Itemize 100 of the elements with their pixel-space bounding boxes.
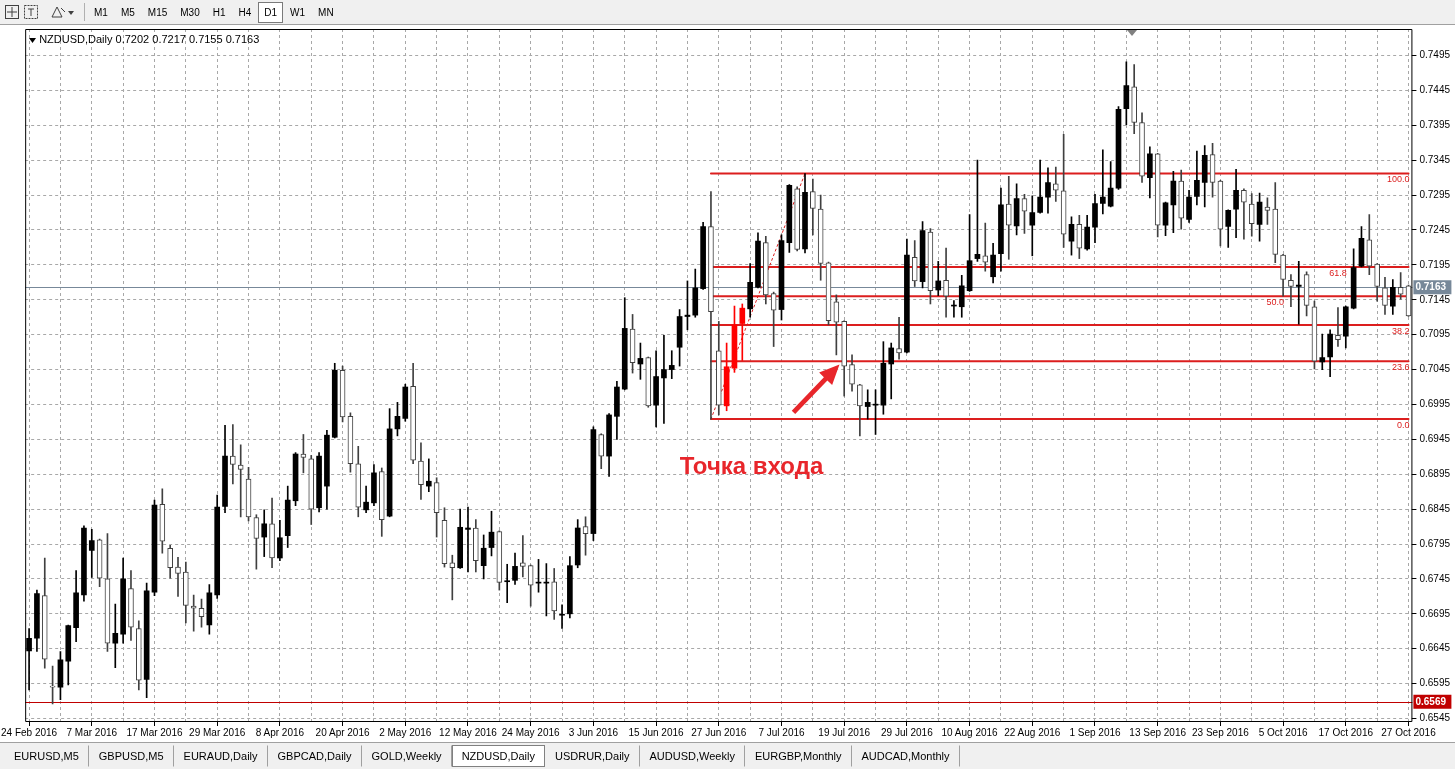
y-tick-label: 0.6795 bbox=[1419, 537, 1451, 549]
candlestick bbox=[935, 261, 942, 296]
x-tick-label: 12 May 2016 bbox=[439, 726, 498, 738]
text: GBPCAD,Daily bbox=[267, 745, 362, 767]
x-tick-label: 27 Jun 2016 bbox=[691, 726, 747, 738]
candlestick bbox=[112, 603, 119, 668]
y-tick-label: 0.6645 bbox=[1419, 642, 1451, 654]
candlestick bbox=[190, 594, 197, 632]
y-tick-label: 0.7145 bbox=[1419, 293, 1451, 305]
x-tick-label: 24 Feb 2016 bbox=[1, 726, 58, 738]
candlestick bbox=[1052, 166, 1059, 202]
series-label: 38.2 bbox=[1391, 325, 1410, 336]
y-tick-label: 0.7195 bbox=[1419, 258, 1451, 270]
text: M1 bbox=[93, 6, 109, 20]
x-tick-label: 19 Jul 2016 bbox=[818, 726, 871, 738]
x-tick-label: 13 Sep 2016 bbox=[1129, 726, 1187, 738]
y-tick-label: 0.7345 bbox=[1419, 153, 1451, 165]
x-tick-label: 15 Jun 2016 bbox=[628, 726, 685, 738]
candlestick bbox=[668, 350, 675, 379]
x-tick-label: 20 Apr 2016 bbox=[315, 726, 370, 738]
x-tick-label: 5 Oct 2016 bbox=[1258, 726, 1308, 738]
candlestick bbox=[465, 506, 471, 573]
y-tick-label: 0.6845 bbox=[1419, 502, 1451, 514]
series-label: 61.8 bbox=[1329, 267, 1347, 278]
x-tick-label: 7 Mar 2016 bbox=[66, 726, 118, 738]
text: AUDUSD,Weekly bbox=[639, 745, 745, 767]
text: M30 bbox=[179, 6, 201, 20]
y-tick-label: 0.6595 bbox=[1419, 677, 1451, 689]
x-tick-label: 17 Mar 2016 bbox=[126, 726, 183, 738]
x-tick-label: 7 Jul 2016 bbox=[758, 726, 805, 738]
candlestick bbox=[1295, 261, 1302, 325]
candlestick bbox=[896, 316, 902, 360]
candlestick bbox=[237, 444, 244, 518]
text: EURAUD,Daily bbox=[173, 745, 268, 767]
text: M15 bbox=[146, 6, 169, 20]
y-tick-label: 0.6695 bbox=[1419, 607, 1451, 619]
candlestick bbox=[864, 389, 871, 420]
y-tick-label: 0.7245 bbox=[1419, 223, 1451, 235]
candlestick bbox=[1335, 307, 1341, 347]
series-label: 0.0 bbox=[1396, 420, 1410, 431]
y-tick-label: 0.7395 bbox=[1419, 119, 1451, 131]
text: GOLD,Weekly bbox=[361, 745, 452, 767]
text: W1 bbox=[289, 6, 307, 20]
y-tick-label: 0.6945 bbox=[1419, 433, 1451, 445]
y-tick-label: 0.7045 bbox=[1419, 363, 1451, 375]
text: NZDUSD,Daily bbox=[451, 745, 545, 767]
y-tick-label: 0.7495 bbox=[1419, 49, 1451, 61]
series-label: 100.0 bbox=[1386, 174, 1410, 185]
candlestick bbox=[175, 556, 181, 597]
text: D1 bbox=[258, 2, 284, 23]
text: MN bbox=[317, 6, 335, 20]
candlestick bbox=[520, 535, 526, 578]
y-tick-label: 0.7295 bbox=[1419, 188, 1451, 200]
x-tick-label: 1 Sep 2016 bbox=[1069, 726, 1121, 738]
candlestick bbox=[661, 335, 667, 424]
y-tick-label: 0.6895 bbox=[1419, 468, 1451, 479]
x-tick-label: 24 May 2016 bbox=[501, 726, 561, 738]
y-tick-label: 0.7095 bbox=[1419, 328, 1451, 340]
x-tick-label: 23 Sep 2016 bbox=[1192, 726, 1250, 738]
text: EURUSD,M5 bbox=[4, 745, 89, 767]
x-tick-label: 2 May 2016 bbox=[379, 726, 432, 738]
candlestick bbox=[425, 458, 432, 493]
candlestick bbox=[1029, 195, 1036, 257]
y-tick-label: 0.7445 bbox=[1419, 84, 1451, 96]
x-tick-label: 27 Oct 2016 bbox=[1381, 726, 1437, 738]
x-tick-label: 3 Jun 2016 bbox=[568, 726, 619, 738]
candlestick bbox=[1100, 149, 1106, 215]
candlestick bbox=[982, 222, 989, 272]
x-tick-label: 8 Apr 2016 bbox=[255, 726, 305, 738]
series-label: 50.0 bbox=[1266, 297, 1285, 308]
x-tick-label: 10 Aug 2016 bbox=[941, 726, 999, 738]
text: EURGBP,Monthly bbox=[744, 745, 852, 767]
candlestick bbox=[88, 529, 95, 578]
candlestick bbox=[449, 554, 456, 601]
text: H1 bbox=[211, 6, 227, 20]
y-tick-label: 0.6995 bbox=[1419, 398, 1451, 410]
series-label: 23.6 bbox=[1391, 362, 1410, 373]
text: M5 bbox=[119, 6, 136, 20]
candlestick bbox=[1319, 333, 1326, 370]
x-tick-label: 22 Aug 2016 bbox=[1004, 726, 1061, 738]
annotation: Точка входа bbox=[679, 452, 824, 480]
text: GBPUSD,M5 bbox=[88, 745, 174, 767]
text: USDRUR,Daily bbox=[544, 745, 640, 767]
y-tick-label: 0.6745 bbox=[1419, 572, 1451, 584]
ref-line-label: 0.7163 bbox=[1415, 280, 1447, 292]
x-tick-label: 29 Mar 2016 bbox=[189, 726, 246, 738]
text: H4 bbox=[237, 6, 253, 20]
candlestick bbox=[559, 604, 565, 629]
candlestick bbox=[230, 424, 236, 485]
candlestick bbox=[1288, 274, 1294, 308]
candlestick bbox=[943, 247, 949, 318]
ref-line-label: 0.6569 bbox=[1415, 695, 1447, 707]
text: AUDCAD,Monthly bbox=[851, 745, 960, 767]
chart-title: NZDUSD,Daily 0.7202 0.7217 0.7155 0.7163 bbox=[39, 33, 260, 46]
x-tick-label: 29 Jul 2016 bbox=[881, 726, 934, 738]
candlestick bbox=[1005, 175, 1012, 260]
y-tick-label: 0.6545 bbox=[1419, 712, 1451, 724]
candlestick bbox=[504, 563, 511, 603]
x-tick-label: 17 Oct 2016 bbox=[1318, 726, 1374, 738]
candlestick bbox=[1241, 188, 1247, 240]
